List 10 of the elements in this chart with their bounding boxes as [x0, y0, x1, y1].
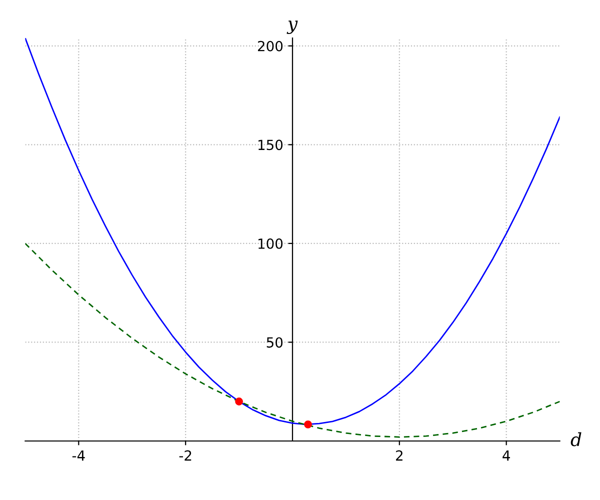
y-tick-label: 200	[258, 40, 283, 52]
y-tick-label: 100	[258, 238, 283, 249]
x-tick-label: 2	[396, 450, 402, 461]
x-tick-label: -4	[72, 450, 85, 461]
y-tick-label: 50	[266, 337, 283, 348]
x-tick-label: -2	[179, 450, 192, 461]
y-axis-title: y	[286, 20, 298, 34]
y-tick-label: 150	[258, 140, 283, 150]
x-tick-label: 4	[502, 450, 510, 461]
x-axis-title: d	[570, 432, 582, 446]
